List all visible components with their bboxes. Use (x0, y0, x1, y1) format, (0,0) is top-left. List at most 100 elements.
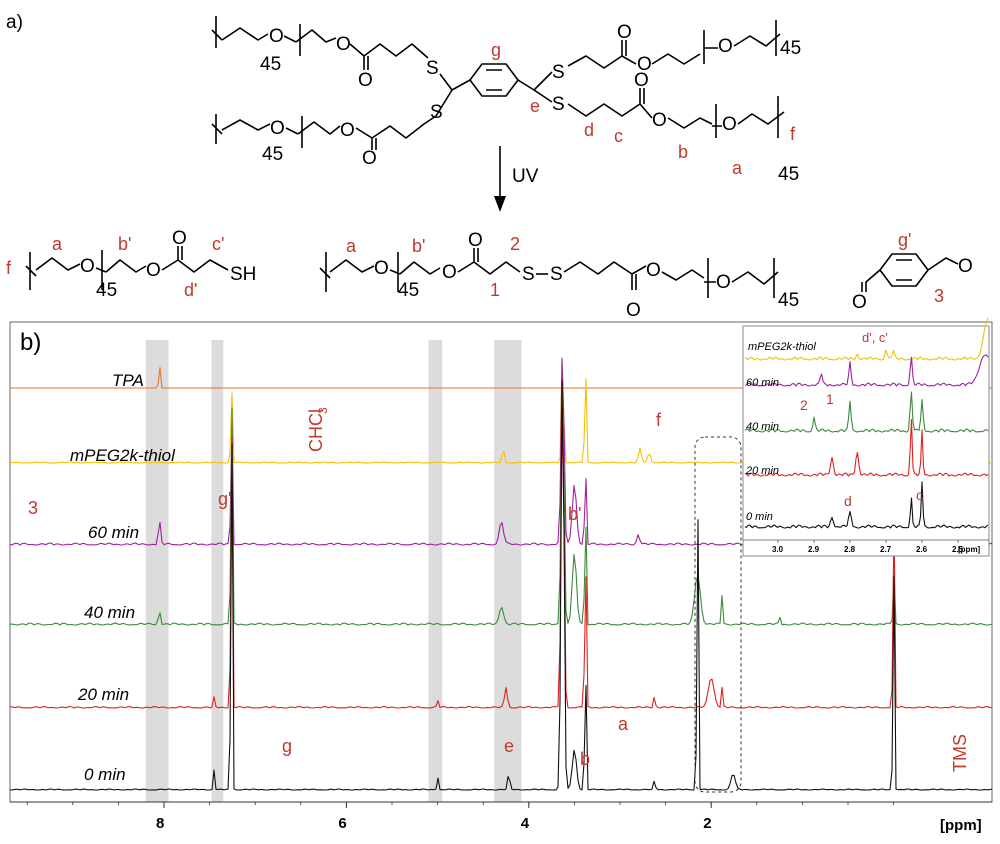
inset-tick-label: 2.9 (808, 545, 820, 554)
label-a: a (52, 234, 63, 254)
atom-o: O (468, 230, 483, 251)
atom-s: S (522, 264, 535, 285)
label-g-prime: g' (898, 230, 911, 250)
shaded-region (145, 340, 169, 802)
starting-material: O 45 O O S g e S S O O O 45 O (211, 16, 801, 185)
atom-o: O (722, 114, 737, 135)
inset-tick-label: 2.5 (952, 545, 964, 554)
inset-label-60min: 60 min (746, 377, 779, 389)
trace-label-40min: 40 min (84, 603, 135, 622)
peak-label-g-prime: g' (218, 489, 231, 509)
atom-o: O (340, 120, 355, 141)
repeat-count: 45 (778, 290, 799, 311)
peak-label-g: g (282, 736, 292, 756)
label-b: b (678, 142, 688, 162)
atom-o: O (637, 54, 652, 75)
inset-peak-d-c-prime: d', c' (862, 330, 888, 345)
atom-o: O (716, 272, 731, 293)
inset-trace-20min (744, 418, 989, 477)
label-b-prime: b' (118, 234, 131, 254)
product-aldehyde: O O g' 3 (852, 230, 973, 313)
label-c-prime: c' (212, 234, 224, 254)
trace-label-tpa: TPA (112, 371, 144, 390)
repeat-count: 45 (260, 54, 281, 75)
panel-b: b) TPA mPEG2k-thiol 60 min 40 min 20 min… (9, 317, 993, 834)
atom-o: O (80, 256, 95, 277)
panel-b-label: b) (20, 329, 41, 356)
atom-s: S (552, 94, 565, 115)
inset-tick-label: 2.7 (880, 545, 892, 554)
x-axis-unit: [ppm] (940, 817, 982, 834)
label-f: f (790, 124, 796, 144)
uv-arrow: UV (494, 146, 539, 212)
x-axis-ticks: 108642 (26, 802, 894, 832)
atom-o: O (646, 260, 661, 281)
inset-axis-ticks: 3.0 2.9 2.8 2.7 2.6 2.5 (772, 540, 964, 554)
peak-label-b: b (580, 749, 590, 769)
shaded-region (428, 340, 443, 802)
label-g: g (491, 40, 501, 60)
atom-o: O (652, 110, 667, 131)
label-3: 3 (934, 286, 944, 306)
svg-text:3: 3 (316, 407, 330, 414)
product-thiol: f a O 45 b' O O c' d' SH (6, 228, 256, 301)
peak-label-f: f (656, 410, 662, 430)
inset-peak-2: 2 (800, 397, 808, 413)
atom-o: O (336, 34, 351, 55)
x-tick-label: 2 (703, 815, 711, 832)
atom-s: S (426, 58, 439, 79)
peak-label-e: e (504, 736, 514, 756)
shaded-regions (145, 340, 522, 802)
atom-o: O (634, 70, 649, 91)
atom-o: O (617, 22, 632, 43)
inset-label-thiol: mPEG2k-thiol (748, 341, 816, 353)
peak-label-tms: TMS (950, 734, 970, 772)
repeat-count: 45 (780, 38, 801, 59)
label-1: 1 (490, 280, 500, 300)
atom-o: O (358, 70, 373, 91)
x-tick-label: 8 (156, 815, 164, 832)
atom-o: O (374, 258, 389, 279)
atom-s: S (552, 62, 565, 83)
label-d: d (584, 120, 594, 140)
inset-label-20min: 20 min (745, 465, 779, 477)
inset: mPEG2k-thiol 60 min 40 min 20 min 0 min … (742, 317, 990, 557)
atom-o: O (626, 300, 641, 321)
inset-trace-0min (744, 481, 989, 529)
inset-trace-60min (744, 354, 989, 387)
inset-axis-unit: [ppm] (958, 545, 981, 554)
label-a: a (732, 158, 743, 178)
x-axis: 108642 [ppm] (10, 801, 992, 834)
label-e: e (530, 96, 540, 116)
thiol-group: SH (230, 264, 256, 285)
inset-label-40min: 40 min (746, 421, 779, 433)
atom-o: O (958, 256, 973, 277)
peak-label-a: a (618, 714, 629, 734)
shaded-region (494, 340, 522, 802)
uv-label: UV (512, 166, 539, 187)
repeat-count: 45 (96, 280, 117, 301)
label-a: a (346, 236, 357, 256)
inset-trace-thiol (744, 317, 989, 361)
repeat-count: 45 (778, 164, 799, 185)
inset-tick-label: 2.8 (844, 545, 856, 554)
atom-o: O (172, 228, 187, 249)
svg-text:CHCl: CHCl (306, 409, 326, 452)
label-c: c (614, 126, 623, 146)
inset-label-0min: 0 min (746, 511, 773, 523)
atom-o: O (362, 148, 377, 169)
label-d-prime: d' (184, 280, 197, 300)
atom-o: O (442, 262, 457, 283)
trace-label-thiol: mPEG2k-thiol (70, 446, 176, 465)
trace-label-60min: 60 min (88, 523, 139, 542)
trace-label-0min: 0 min (84, 765, 126, 784)
peak-label-3: 3 (28, 498, 38, 518)
atom-s: S (430, 102, 443, 123)
inset-peak-c: c (916, 487, 923, 503)
panel-a-label: a) (6, 12, 23, 33)
inset-trace-40min (744, 391, 989, 433)
trace-label-20min: 20 min (77, 685, 129, 704)
trace-20min (9, 409, 993, 709)
inset-tick-label: 3.0 (772, 545, 784, 554)
